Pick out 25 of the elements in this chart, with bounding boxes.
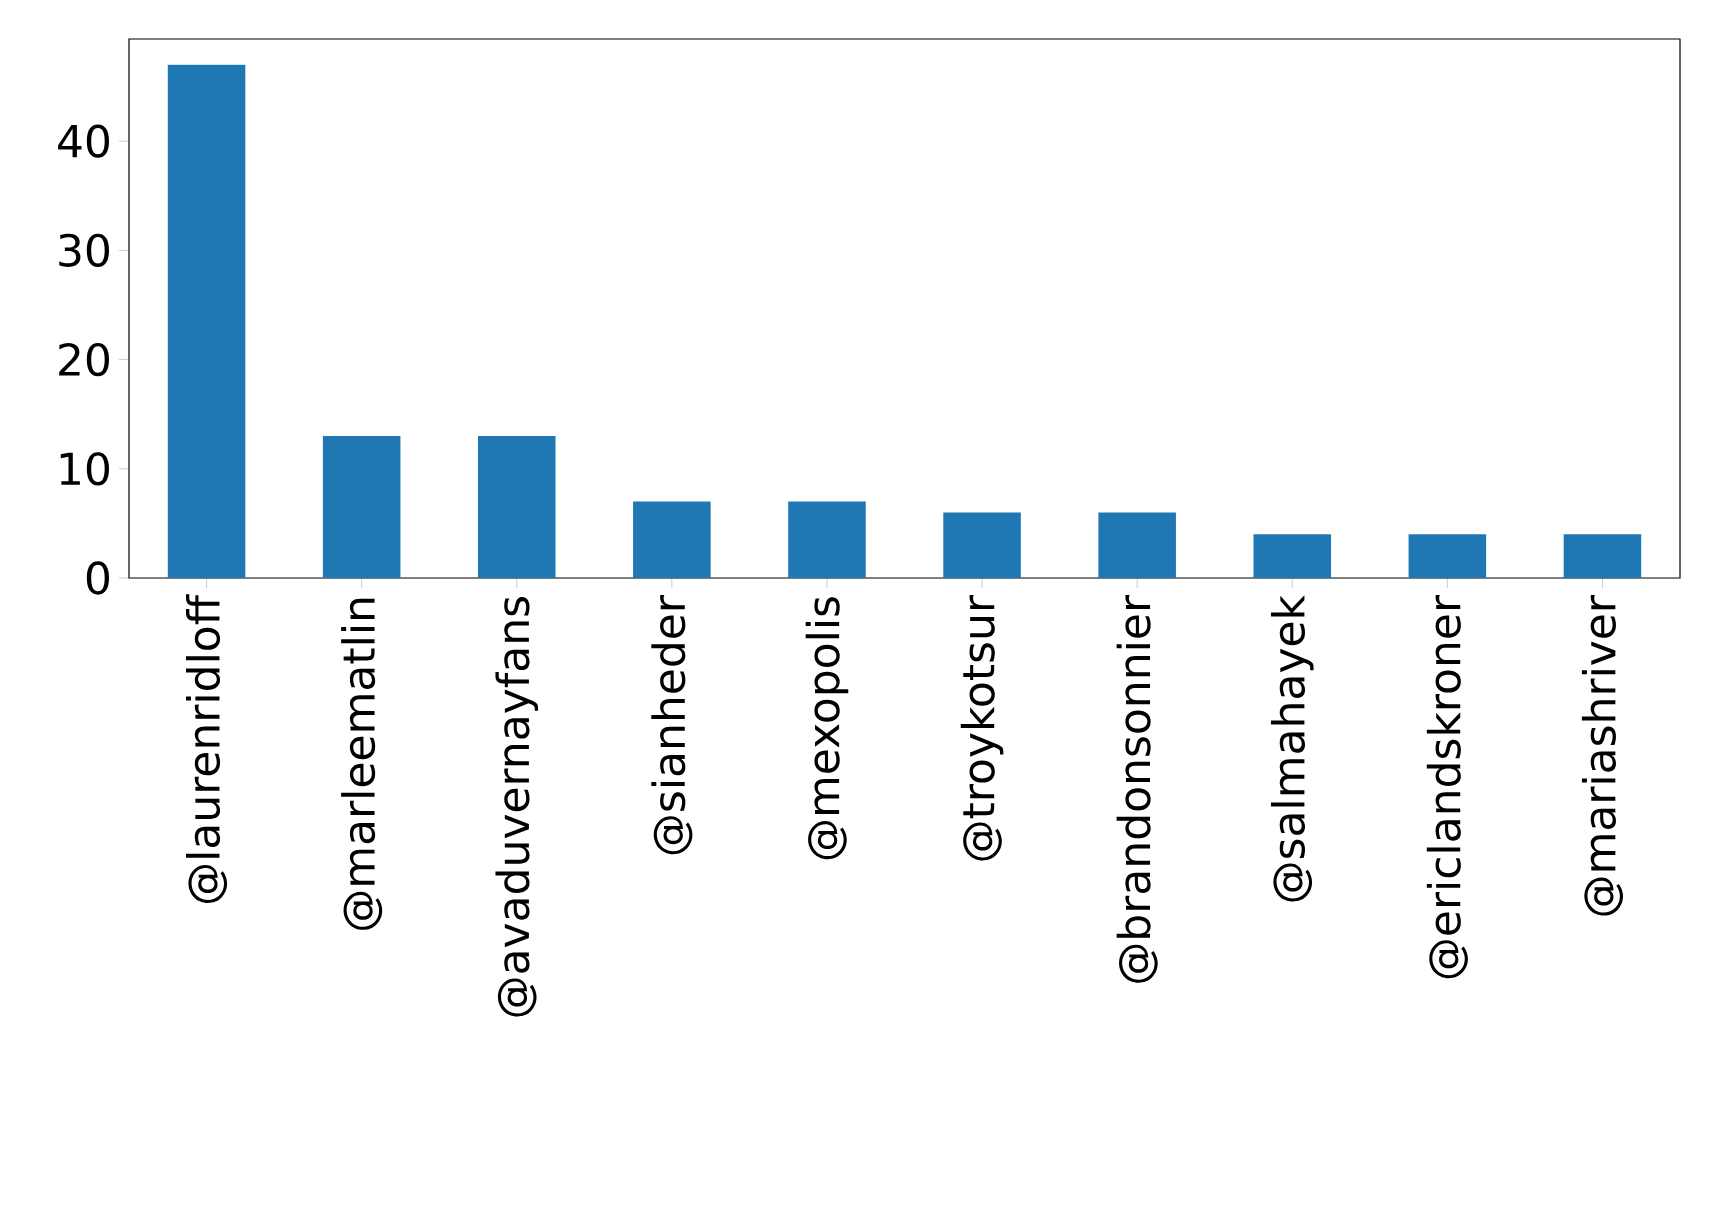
y-tick-label: 40 [58, 124, 109, 158]
bar [167, 64, 246, 578]
y-tick-label: 10 [60, 452, 109, 486]
bar [1098, 512, 1176, 578]
x-tick-label: @salmahayek [1270, 595, 1314, 902]
x-tick-label: @mexopolis [805, 597, 849, 860]
bar [477, 436, 556, 578]
bar [788, 501, 866, 578]
y-tick-label: 30 [59, 233, 109, 267]
bar [633, 501, 711, 578]
y-tick-label: 0 [86, 561, 110, 595]
x-tick-label: @brandonsonnier [1116, 594, 1158, 983]
bar [1563, 534, 1642, 578]
x-tick-label: @laurenridloff [186, 594, 228, 904]
x-tick-label: @avaduvernayfans [495, 597, 539, 1017]
x-tick-label: @ericlandskroner [1426, 594, 1468, 979]
x-tick-label: @mariashriver [1581, 595, 1623, 916]
x-tick-label: @troykotsur [960, 595, 1004, 861]
y-tick-label: 20 [59, 342, 109, 377]
x-tick-label: @marleematlin [341, 598, 383, 930]
x-tick-label: @sianheder [651, 595, 693, 855]
bar [1408, 534, 1487, 578]
bar [943, 512, 1021, 578]
bar [322, 436, 401, 578]
bar [1253, 534, 1332, 578]
